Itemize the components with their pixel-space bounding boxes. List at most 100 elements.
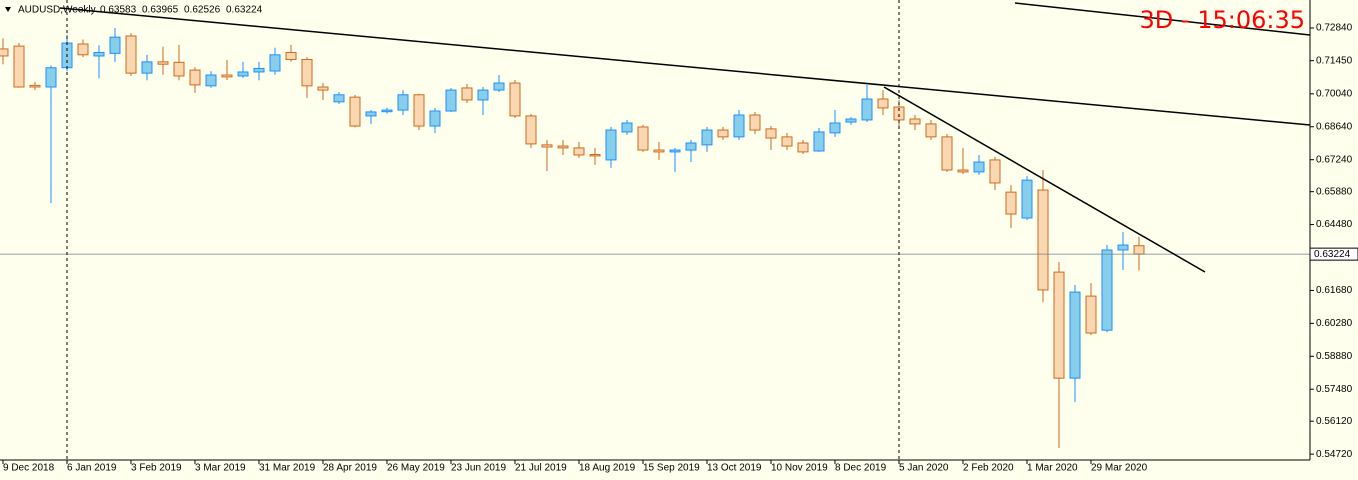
candle-body (1053, 271, 1065, 379)
candle-body (909, 118, 921, 125)
x-tick-label: 3 Mar 2019 (195, 463, 246, 474)
candle-body (269, 54, 281, 72)
candle-body (893, 106, 905, 121)
candle-body (749, 114, 761, 131)
trend-line (1014, 2, 1311, 36)
candle-body (1005, 191, 1017, 215)
candle-body (45, 67, 57, 88)
x-tick-label: 10 Nov 2019 (771, 463, 828, 474)
candle-body (669, 149, 681, 153)
candle-body (205, 74, 217, 87)
y-tick-label: 0.58880 (1316, 351, 1353, 362)
candle-body (461, 87, 473, 101)
candle-body (493, 82, 505, 91)
candle-body (173, 61, 185, 77)
candle-body (765, 128, 777, 139)
price-label-box (1309, 247, 1358, 261)
x-tick-label: 26 May 2019 (387, 463, 445, 474)
x-tick-label: 9 Dec 2018 (3, 463, 55, 474)
candle-body (1069, 291, 1081, 379)
x-tick-label: 18 Aug 2019 (579, 463, 636, 474)
plot (0, 27, 1310, 449)
y-tick-label: 0.68640 (1316, 121, 1353, 132)
candle-body (109, 36, 121, 54)
candle-body (429, 110, 441, 127)
candle-body (1021, 179, 1033, 219)
candle-body (925, 123, 937, 138)
candle-body (13, 45, 25, 88)
candle-body (941, 136, 953, 171)
candle-body (349, 96, 361, 127)
x-tick-label: 6 Jan 2019 (67, 463, 117, 474)
x-tick-label: 5 Jan 2020 (899, 463, 949, 474)
y-tick-label: 0.65880 (1316, 186, 1353, 197)
candle-body (1037, 189, 1049, 291)
trend-line (883, 86, 1206, 273)
candle-body (541, 144, 553, 148)
candle-body (333, 94, 345, 103)
candle-body (733, 114, 745, 138)
y-tick-label: 0.57480 (1316, 384, 1353, 395)
candle-body (237, 71, 249, 77)
menu-icon[interactable] (5, 7, 11, 12)
candle-body (877, 98, 889, 109)
x-tick-label: 1 Mar 2020 (1027, 463, 1078, 474)
symbol: AUDUSD,Weekly (18, 5, 96, 16)
candle-body (685, 142, 697, 151)
candle-body (525, 115, 537, 145)
candle-body (125, 35, 137, 74)
ohlc-low: 0.62526 (184, 5, 221, 16)
candle-body (0, 48, 9, 57)
candle-body (381, 109, 393, 113)
x-tick-label: 29 Mar 2020 (1091, 463, 1148, 474)
candle-body (621, 122, 633, 133)
candle-body (557, 145, 569, 149)
candle-body (1133, 245, 1145, 255)
x-tick-label: 31 Mar 2019 (259, 463, 316, 474)
x-tick-label: 28 Apr 2019 (323, 463, 377, 474)
price-label: 0.63224 (1314, 249, 1351, 260)
candle-body (77, 43, 89, 56)
candle-body (141, 61, 153, 74)
candle-body (189, 69, 201, 86)
bar-timer: 3D - 15:06:35 (1140, 6, 1305, 34)
candle-body (701, 129, 713, 146)
y-tick-label: 0.61680 (1316, 285, 1353, 296)
candle-body (589, 154, 601, 157)
candle-body (845, 118, 857, 123)
y-tick-label: 0.56120 (1316, 416, 1353, 427)
candle-body (29, 84, 41, 88)
y-tick-label: 0.54720 (1316, 449, 1353, 460)
candle-body (285, 51, 297, 60)
candle-body (717, 129, 729, 138)
candle-body (1117, 244, 1129, 251)
x-tick-label: 15 Sep 2019 (643, 463, 700, 474)
x-tick-label: 23 Jun 2019 (451, 463, 506, 474)
y-tick-label: 0.70040 (1316, 88, 1353, 99)
candle-body (829, 122, 841, 134)
candle-body (973, 161, 985, 173)
candle-body (477, 89, 489, 101)
y-tick-label: 0.67240 (1316, 154, 1353, 165)
y-tick-label: 0.71450 (1316, 55, 1353, 66)
candle-body (253, 67, 265, 73)
x-tick-label: 21 Jul 2019 (515, 463, 567, 474)
candle-body (605, 129, 617, 161)
candle-body (957, 169, 969, 173)
ohlc-open: 0.63583 (100, 5, 137, 16)
candle-body (301, 58, 313, 87)
x-tick-label: 2 Feb 2020 (963, 463, 1014, 474)
candle-body (221, 74, 233, 78)
x-tick-label: 3 Feb 2019 (131, 463, 182, 474)
candle-body (989, 159, 1001, 184)
candle-body (397, 94, 409, 111)
candle-body (317, 86, 329, 91)
x-tick-label: 13 Oct 2019 (707, 463, 762, 474)
trend-line (59, 7, 1311, 126)
candle-body (797, 142, 809, 153)
candle-body (1085, 295, 1097, 334)
y-tick-label: 0.60280 (1316, 318, 1353, 329)
